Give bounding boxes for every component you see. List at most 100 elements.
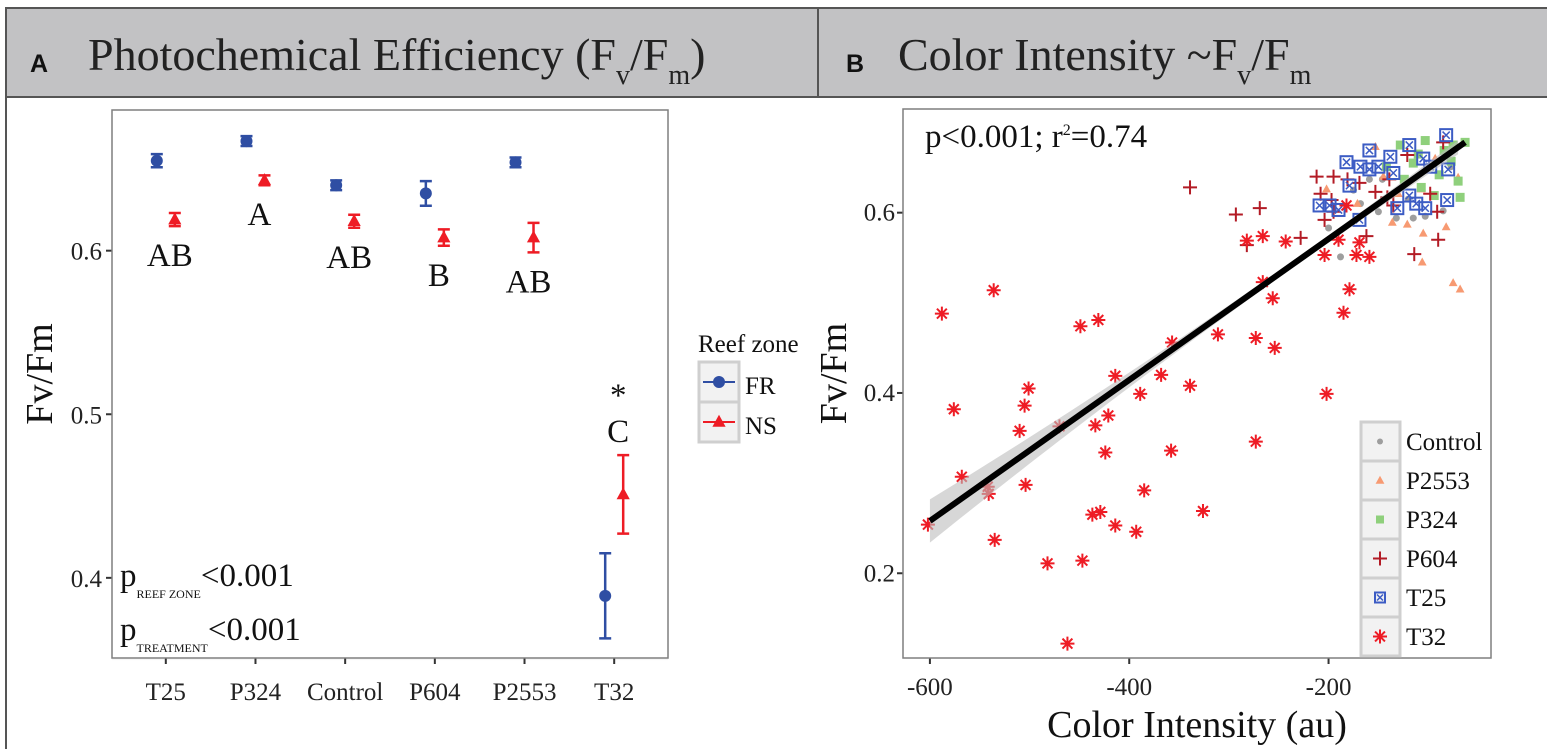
legend-marker-t32 — [1373, 629, 1387, 644]
point-p604-shape — [1407, 247, 1422, 262]
point-t32-shape — [1098, 445, 1113, 460]
point-p2553-shape — [1378, 171, 1388, 180]
p-symbol: p — [120, 612, 137, 648]
point-p2553-shape — [1417, 257, 1427, 266]
point-t25-shape — [1322, 198, 1337, 213]
point-control-shape — [1374, 208, 1382, 216]
point-t25-cross — [1405, 140, 1414, 150]
point-t25 — [1418, 201, 1433, 216]
significance-letter: AB — [147, 238, 193, 274]
point-p604-shape — [1309, 169, 1324, 184]
point-t25-shape — [1418, 201, 1433, 216]
point-p324 — [1420, 136, 1430, 146]
annotation-p: p<0.001; r — [925, 119, 1063, 155]
point-ns — [257, 173, 272, 186]
legend-b: Control P2553 P324 P604 T25 T32 — [1359, 420, 1485, 658]
point-p324-shape — [1429, 191, 1439, 201]
point-p604 — [1359, 229, 1374, 244]
point-t32-shape — [1336, 305, 1351, 320]
point-t25-shape — [1383, 149, 1398, 164]
point-p324 — [1416, 182, 1426, 192]
point-t32-shape — [954, 469, 969, 484]
point-t32 — [1098, 445, 1113, 460]
p-value: <0.001 — [208, 612, 301, 648]
significance-letter: B — [428, 258, 450, 294]
point-p324-shape — [1416, 182, 1426, 192]
panel-b-header — [817, 7, 1547, 98]
legend-label: P604 — [1406, 546, 1458, 573]
point-t25-cross — [1365, 146, 1374, 155]
point-p324 — [1446, 156, 1456, 166]
point-t25-cross — [1389, 168, 1398, 178]
point-p2553 — [1387, 217, 1397, 226]
p-subscript: TREATMENT — [137, 641, 209, 655]
point-t32 — [1108, 518, 1123, 533]
point-ns-shape — [526, 230, 541, 243]
point-t32 — [1278, 234, 1293, 249]
point-t32 — [1017, 398, 1032, 413]
point-p604-shape — [1368, 184, 1383, 199]
chart-b: -600 -400 -200 0.2 0.4 0.6 p<0.001; r2=0.74 Col… — [813, 108, 1492, 746]
point-t32 — [1248, 434, 1263, 449]
panel-b-letter: B — [846, 50, 864, 78]
p-subscript: REEF ZONE — [137, 587, 201, 601]
x-tick-label: P324 — [230, 679, 282, 706]
point-t25-shape — [1440, 193, 1455, 208]
x-tick-label: -600 — [907, 674, 953, 701]
point-fr — [599, 589, 612, 602]
point-t32 — [1137, 483, 1152, 498]
legend-label: NS — [745, 413, 777, 440]
legend-label: Control — [1406, 429, 1482, 456]
point-t32 — [1349, 248, 1364, 263]
point-t32 — [1164, 443, 1179, 458]
point-t32 — [1362, 249, 1377, 264]
panel-b-title-main: Color Intensity ~F — [898, 29, 1237, 80]
point-t32 — [946, 402, 961, 417]
point-t25 — [1402, 138, 1417, 153]
point-p324-shape — [1408, 158, 1418, 168]
point-p2553 — [1353, 198, 1362, 207]
point-t25-shape — [1390, 201, 1405, 216]
point-p324 — [1429, 191, 1439, 201]
point-t25 — [1371, 159, 1386, 174]
point-p324-shape — [1420, 136, 1430, 146]
point-t32-shape — [1267, 340, 1282, 355]
point-t32 — [986, 283, 1001, 298]
point-t32 — [954, 469, 969, 484]
point-p2553 — [1418, 228, 1428, 237]
legend-marker-p324-shape — [1376, 515, 1384, 524]
point-t32-shape — [1183, 378, 1198, 393]
point-p2553 — [1448, 278, 1458, 287]
point-control — [1409, 214, 1417, 222]
point-p2553-shape — [1441, 222, 1451, 231]
point-p604 — [1407, 247, 1422, 262]
x-tick-label: Control — [307, 679, 383, 706]
point-t32-shape — [1265, 291, 1280, 306]
legend-marker-p2553-shape — [1375, 475, 1385, 484]
point-t32-shape — [1012, 423, 1027, 438]
legend-marker-t32-shape — [1373, 629, 1387, 644]
point-t32 — [1012, 423, 1027, 438]
point-p604 — [1430, 204, 1445, 219]
panel-b-title-sub2: m — [1290, 60, 1312, 91]
point-p604 — [1368, 184, 1383, 199]
point-ns-shape — [437, 230, 451, 243]
y-tick-label: 0.6 — [71, 239, 102, 266]
point-ns-shape — [257, 173, 272, 186]
point-p604-shape — [1423, 186, 1438, 201]
point-p604-shape — [1313, 186, 1328, 201]
point-t25-shape — [1331, 202, 1346, 217]
legend-label: P324 — [1406, 507, 1458, 534]
point-t25-cross — [1345, 181, 1354, 190]
legend-marker-fr-shape — [713, 376, 725, 388]
regression-annotation: p<0.001; r2=0.74 — [925, 119, 1147, 155]
point-t32 — [1073, 319, 1088, 334]
point-control — [1374, 208, 1382, 216]
point-t32-shape — [1017, 398, 1032, 413]
point-t32 — [1339, 198, 1354, 213]
point-t32-shape — [934, 306, 949, 321]
point-ns-shape — [347, 214, 361, 227]
point-fr — [509, 156, 522, 169]
p-value: <0.001 — [201, 558, 294, 594]
point-t32-shape — [1108, 368, 1123, 383]
